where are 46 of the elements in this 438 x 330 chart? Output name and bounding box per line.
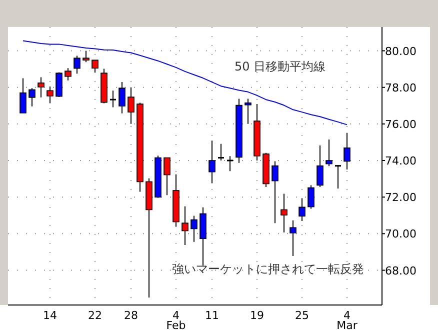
candlestick	[226, 156, 234, 172]
x-tick-label: 11	[205, 309, 219, 322]
y-tick-label: 74.00	[385, 154, 416, 168]
x-tick-label: 4 Mar	[336, 309, 358, 330]
y-tick-label: 78.00	[385, 81, 416, 94]
line-series	[22, 40, 348, 126]
candlestick	[64, 68, 72, 81]
candlestick	[109, 90, 117, 108]
candlestick	[128, 86, 134, 124]
y-tick-label: 72.00	[385, 191, 416, 204]
candlestick	[208, 140, 216, 184]
candlestick	[46, 86, 54, 104]
candlestick	[56, 72, 62, 98]
x-tick-label: 4 Feb	[166, 309, 186, 330]
candlestick	[272, 160, 278, 224]
x-tick-label: 22	[88, 309, 102, 322]
candlestick	[334, 165, 342, 189]
candlestick	[244, 98, 252, 124]
x-tick-label: 25	[295, 309, 309, 322]
candlestick	[316, 145, 324, 188]
series-label: 50 日移動平均線	[234, 59, 326, 74]
y-tick-label: 68.00	[385, 264, 416, 278]
candlestick	[290, 220, 296, 256]
x-tick-label: 28	[124, 309, 138, 322]
y-tick-label: 76.00	[385, 118, 416, 131]
annotation: 強いマーケットに押されて一転反発	[172, 262, 364, 276]
candlestick	[298, 198, 306, 222]
y-tick-label: 80.00	[385, 44, 416, 58]
candlestick	[280, 193, 288, 233]
candlestick	[344, 132, 350, 170]
candlestick	[190, 215, 198, 242]
candlestick	[74, 55, 80, 74]
candlestick	[82, 50, 90, 63]
candlestick	[217, 143, 225, 162]
candlestick	[308, 184, 314, 210]
candlestick	[20, 78, 26, 114]
candlestick	[92, 60, 98, 73]
candlestick	[118, 82, 126, 114]
x-tick-label: 14	[43, 309, 57, 322]
candlestick	[182, 206, 188, 246]
candlestick	[326, 138, 332, 167]
candlestick	[38, 76, 44, 98]
candlestick	[28, 88, 36, 107]
x-tick-label: 19	[250, 309, 264, 322]
candlestick	[164, 157, 170, 196]
y-tick-label: 70.00	[385, 228, 416, 241]
